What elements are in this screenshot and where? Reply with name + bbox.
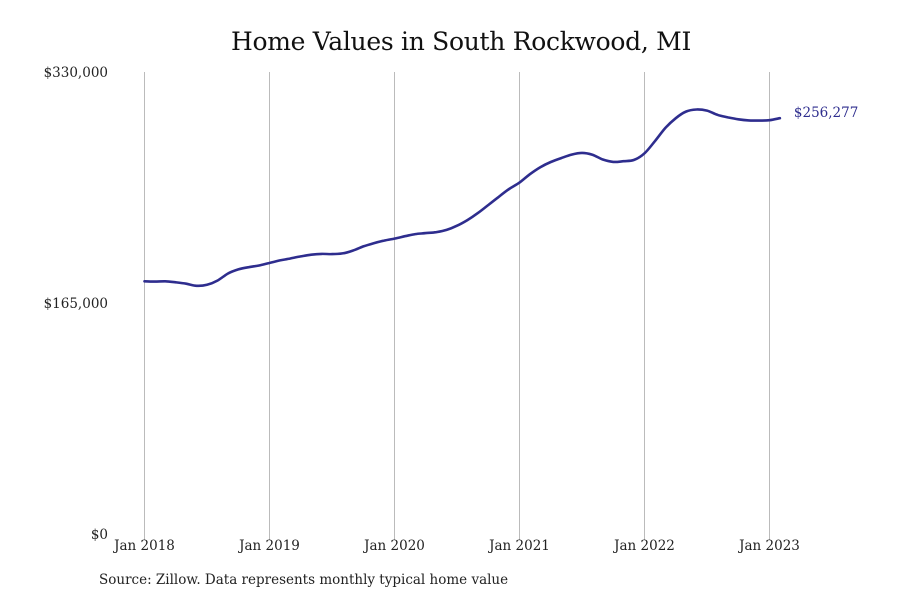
x-tick-label: Jan 2019 bbox=[237, 538, 300, 554]
x-axis: Jan 2018 Jan 2019 Jan 2020 Jan 2021 Jan 2022… bbox=[112, 538, 800, 554]
y-tick-label: $0 bbox=[91, 527, 108, 543]
x-tick-label: Jan 2023 bbox=[737, 538, 800, 554]
series-line bbox=[143, 108, 782, 288]
end-value-label: $256,277 bbox=[794, 105, 858, 121]
x-tick-label: Jan 2022 bbox=[612, 538, 675, 554]
grid-layer bbox=[144, 72, 770, 540]
annotation-layer: $256,277 bbox=[794, 105, 858, 121]
y-tick-label: $165,000 bbox=[44, 296, 108, 312]
source-note: Source: Zillow. Data represents monthly … bbox=[99, 572, 509, 588]
x-tick-label: Jan 2021 bbox=[487, 538, 550, 554]
y-tick-label: $330,000 bbox=[44, 65, 108, 81]
series-layer bbox=[143, 108, 782, 288]
chart-title: Home Values in South Rockwood, MI bbox=[230, 27, 692, 56]
x-tick-label: Jan 2018 bbox=[112, 538, 175, 554]
x-tick-label: Jan 2020 bbox=[362, 538, 425, 554]
y-axis: $0 $165,000 $330,000 bbox=[44, 65, 108, 543]
